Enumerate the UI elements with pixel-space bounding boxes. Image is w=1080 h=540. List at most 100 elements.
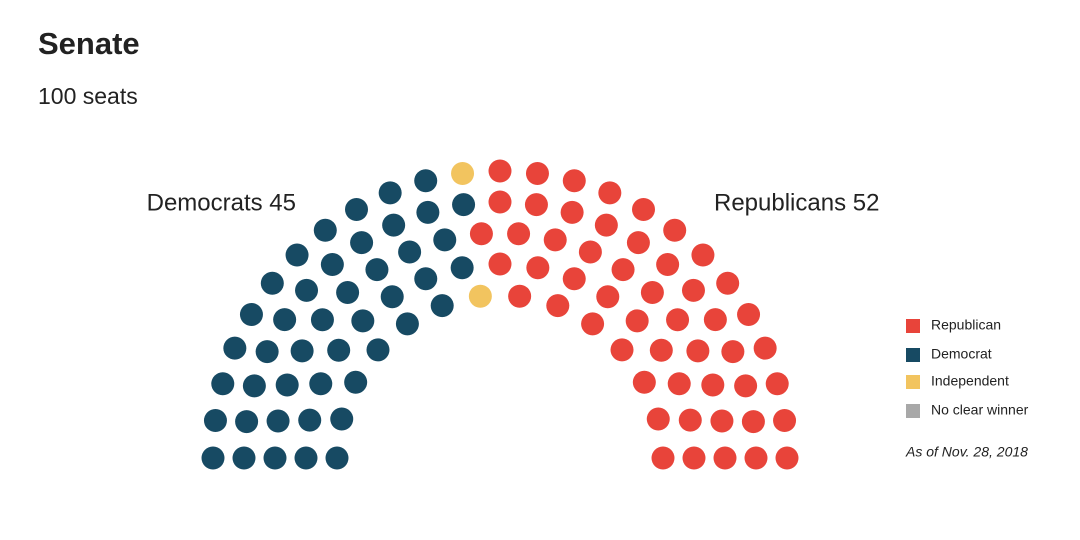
seat [330, 407, 354, 431]
seat [235, 410, 259, 434]
seat [507, 222, 531, 246]
right-label: Republicans 52 [714, 189, 879, 216]
seat [239, 303, 263, 326]
seat [452, 193, 476, 217]
seat [488, 159, 512, 183]
seat [703, 308, 727, 332]
seat [260, 271, 284, 295]
legend-swatch [906, 404, 920, 418]
seat [345, 197, 368, 221]
seat [626, 231, 650, 255]
seat [380, 285, 404, 309]
legend-swatch [906, 375, 920, 389]
seat [430, 294, 454, 318]
legend-label: Independent [931, 373, 1009, 389]
seat [734, 374, 758, 398]
seat [560, 200, 584, 224]
seat [469, 222, 493, 246]
seat [737, 303, 761, 326]
seat [632, 370, 656, 394]
note: As of Nov. 28, 2018 [905, 444, 1028, 460]
seat [450, 256, 474, 280]
seat [365, 258, 389, 282]
seat [741, 410, 765, 434]
seat [263, 446, 287, 470]
seat [211, 372, 235, 396]
seat [309, 372, 333, 396]
seat [543, 228, 567, 252]
seat [663, 218, 687, 242]
seat [295, 278, 319, 302]
seat [325, 446, 349, 470]
seat [713, 446, 737, 470]
chart-title: Senate [38, 26, 140, 61]
seat [488, 252, 512, 276]
seat [524, 193, 548, 217]
seat [350, 231, 374, 255]
seat [611, 258, 635, 282]
seat [351, 309, 375, 333]
seat [640, 280, 664, 304]
seat [201, 446, 225, 470]
seat [344, 370, 368, 394]
seat [414, 169, 438, 193]
seat [313, 218, 337, 242]
seat [596, 285, 620, 309]
seat [468, 284, 492, 308]
legend-label: Democrat [931, 346, 992, 362]
legend-label: No clear winner [931, 402, 1029, 418]
seat [753, 336, 777, 360]
left-label: Democrats 45 [147, 189, 296, 216]
seat [451, 161, 475, 185]
seat [223, 336, 247, 360]
seat [508, 284, 532, 308]
seat [678, 408, 702, 432]
seat [667, 372, 691, 396]
legend-label: Republican [931, 317, 1001, 333]
seat [716, 271, 740, 295]
seat [666, 308, 690, 332]
seat [298, 408, 322, 432]
seat [646, 407, 670, 431]
seat [581, 312, 605, 336]
legend-swatch [906, 319, 920, 333]
seat [378, 181, 402, 205]
seat [721, 340, 745, 364]
seat [290, 339, 314, 363]
seat [294, 446, 318, 470]
seat [546, 294, 570, 318]
seat [681, 278, 705, 302]
seat [610, 338, 634, 362]
seat [336, 280, 360, 304]
seat [366, 338, 390, 362]
seat [632, 197, 655, 221]
seat [398, 240, 422, 264]
seat [285, 243, 309, 267]
seat [701, 373, 725, 397]
seat [744, 446, 768, 470]
seat [656, 253, 680, 277]
seat [682, 446, 706, 470]
seat [382, 213, 406, 237]
chart-subtitle: 100 seats [38, 83, 138, 109]
seat [773, 409, 797, 433]
seat [649, 338, 673, 362]
seat [562, 267, 586, 291]
seat [273, 308, 297, 332]
seat [232, 446, 256, 470]
legend-swatch [906, 348, 920, 362]
seat [320, 253, 344, 277]
seat [488, 190, 512, 214]
seat [651, 446, 675, 470]
seat [775, 446, 799, 470]
seat [327, 338, 351, 362]
seat [395, 312, 419, 336]
seat [310, 308, 334, 332]
seat [242, 374, 266, 398]
seat [416, 200, 440, 224]
seat [710, 409, 734, 433]
seat [525, 161, 549, 185]
seat [526, 256, 550, 280]
seat [598, 181, 622, 205]
